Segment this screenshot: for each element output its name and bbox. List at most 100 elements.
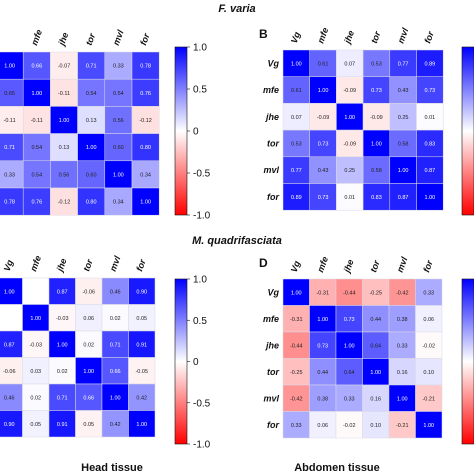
cell-value-label: 0.44 xyxy=(370,317,381,323)
heatmap-cell xyxy=(22,133,51,162)
colorbar xyxy=(461,46,474,216)
heatmap-cell xyxy=(309,156,337,184)
heatmap-cell xyxy=(22,51,51,80)
heatmap-cell xyxy=(309,331,337,359)
heatmap-panel-b: 1.00 0.61 0.07 0.53 0.77 0.89 0.61 1.00 -0.09 0.7… xyxy=(259,26,444,211)
cell-value-label: 1.00 xyxy=(424,195,435,201)
heatmap-cell xyxy=(389,156,417,184)
cell-value-label: 0.76 xyxy=(140,91,151,97)
colorbar-tick-label: 0.5 xyxy=(193,85,207,96)
cell-value-label: -0.02 xyxy=(343,423,356,429)
cell-value-label: 1.00 xyxy=(140,200,151,206)
cell-value-label: 0.77 xyxy=(291,168,302,174)
column-label: tor xyxy=(368,259,382,274)
heatmap-panels: 1.00 0.66 -0.07 0.71 0.33 0.780.65 1.00 -0.11 0.… xyxy=(0,26,444,439)
title-top: F. varia xyxy=(218,3,255,15)
cell-value-label: 0.66 xyxy=(31,64,42,70)
cell-value-label: 0.90 xyxy=(136,289,147,295)
cell-value-label: 0.33 xyxy=(397,343,408,349)
heatmap-cell xyxy=(104,133,133,162)
colorbar-tick-label: 0 xyxy=(193,127,199,138)
cell-value-label: 0.03 xyxy=(30,369,41,375)
row-label: mfe xyxy=(263,85,279,95)
heatmap-cell xyxy=(415,358,443,386)
cell-value-label: 0.90 xyxy=(4,422,15,428)
cell-value-label: 0.44 xyxy=(317,370,328,376)
column-label: tor xyxy=(369,30,383,45)
colorbar-tick-label: 0.5 xyxy=(193,316,207,327)
cell-value-label: 1.00 xyxy=(317,317,328,323)
cell-value-label: -0.31 xyxy=(316,290,329,296)
heatmap-cell xyxy=(388,358,416,386)
cell-value-label: 0.60 xyxy=(113,145,124,151)
heatmap-cell xyxy=(336,103,364,131)
colorbar-gradient xyxy=(461,46,474,216)
cell-value-label: 0.16 xyxy=(370,396,381,402)
cell-value-label: 0.87 xyxy=(57,289,68,295)
colorbars: 1.0 0.5 0 -0.5 -1.0 1.0 0.5 0 -0.5 -1.0 xyxy=(174,43,474,451)
cell-value-label: 0.60 xyxy=(86,172,97,178)
cell-value-label: 0.10 xyxy=(423,370,434,376)
heatmap-cell xyxy=(388,411,416,439)
cell-value-label: 0.43 xyxy=(398,88,409,94)
cell-value-label: 0.33 xyxy=(423,290,434,296)
heatmap-cell xyxy=(309,305,337,333)
colorbar-tick-label: -0.5 xyxy=(193,169,211,180)
row-label: Vg xyxy=(267,287,279,297)
column-label: jhe xyxy=(56,31,70,48)
heatmap-cell xyxy=(416,156,444,184)
cell-value-label: 1.00 xyxy=(83,369,94,375)
heatmap-cell xyxy=(22,187,51,216)
heatmap-cell xyxy=(309,384,337,412)
cell-value-label: -0.12 xyxy=(58,200,71,206)
heatmap-cell xyxy=(388,305,416,333)
heatmap-cell xyxy=(335,411,363,439)
cell-value-label: 0.54 xyxy=(31,172,42,178)
cell-value-label: 0.54 xyxy=(113,91,124,97)
cell-value-label: 0.64 xyxy=(344,370,355,376)
panel-label-d: D xyxy=(259,256,268,270)
heatmap-cell xyxy=(282,411,310,439)
colorbar-tick-label: 0 xyxy=(193,357,199,368)
row-label: for xyxy=(267,420,279,430)
cell-value-label: 1.00 xyxy=(4,64,15,70)
cell-value-label: -0.12 xyxy=(139,118,152,124)
heatmap-cell xyxy=(362,358,390,386)
heatmap-cell xyxy=(50,187,78,216)
heatmap-cell xyxy=(22,357,50,385)
cell-value-label: 1.00 xyxy=(291,61,302,67)
column-label: Vg xyxy=(2,258,16,273)
heatmap-cell xyxy=(389,129,417,158)
row-label: Vg xyxy=(267,58,279,68)
cell-value-label: 0.38 xyxy=(317,396,328,402)
cell-value-label: 0.66 xyxy=(83,395,94,401)
heatmap-cell xyxy=(362,129,391,158)
cell-value-label: -0.21 xyxy=(422,396,435,402)
column-label: Vg xyxy=(289,30,303,45)
heatmap-cell xyxy=(104,78,133,107)
row-label: jhe xyxy=(265,340,279,350)
heatmap-cell xyxy=(282,156,310,184)
heatmap-cell xyxy=(22,160,51,189)
column-label: mfe xyxy=(316,26,331,44)
column-label: mfe xyxy=(315,255,330,273)
cell-value-label: 0.76 xyxy=(31,200,42,206)
colorbar: 1.0 0.5 0 -0.5 -1.0 xyxy=(174,275,211,451)
heatmap-panel-c: 1.00 0.87 -0.06 0.46 0.90 1.00 -0.03 0.06 0.02 0.… xyxy=(0,254,156,438)
heatmap-cell xyxy=(389,49,417,77)
cell-value-label: 1.00 xyxy=(110,395,121,401)
heatmap-cell xyxy=(282,305,310,333)
cell-value-label: 1.00 xyxy=(397,396,408,402)
heatmap-panel-a: 1.00 0.66 -0.07 0.71 0.33 0.78 0.65 1.00 -0.11 0.… xyxy=(0,28,160,216)
heatmap-cell xyxy=(415,305,443,333)
heatmap-cell xyxy=(336,183,364,211)
cell-value-label: -0.09 xyxy=(343,141,356,147)
column-label: for xyxy=(422,30,436,45)
heatmap-panel-d: 1.00 -0.31 -0.44 -0.25 -0.42 0.33 -0.31 1.00 0.7… xyxy=(259,255,443,439)
heatmap-cell xyxy=(309,76,337,104)
cell-value-label: 1.00 xyxy=(318,88,329,94)
colorbar-gradient xyxy=(461,278,474,445)
cell-value-label: 0.46 xyxy=(110,289,121,295)
colorbar-gradient xyxy=(174,278,188,445)
